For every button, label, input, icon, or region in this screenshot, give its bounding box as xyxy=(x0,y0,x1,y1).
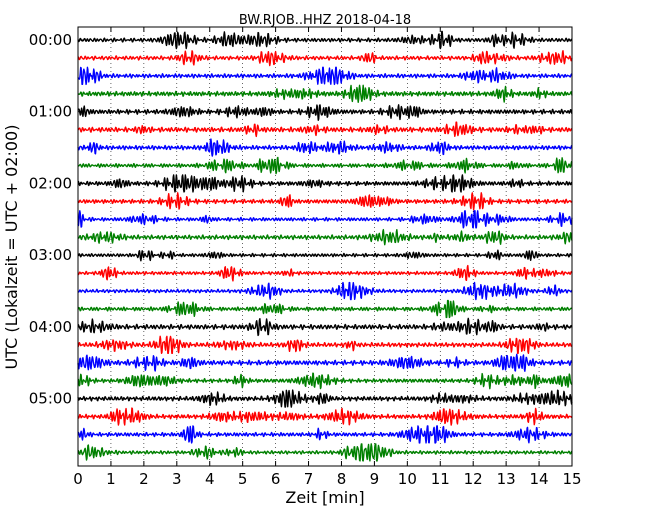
trace-3 xyxy=(77,84,573,103)
trace-11 xyxy=(77,228,573,246)
trace-21 xyxy=(77,407,573,426)
trace-1 xyxy=(77,50,573,67)
trace-7 xyxy=(77,156,573,175)
x-tick-label-3: 3 xyxy=(172,470,182,488)
y-tick-label-3: 03:00 xyxy=(29,246,72,264)
x-tick-label-6: 6 xyxy=(271,470,281,488)
x-tick-label-1: 1 xyxy=(106,470,116,488)
x-tick-label-4: 4 xyxy=(205,470,215,488)
x-axis-label: Zeit [min] xyxy=(285,488,364,507)
trace-2 xyxy=(77,66,573,86)
trace-12 xyxy=(77,249,573,262)
trace-9 xyxy=(77,192,573,211)
trace-16 xyxy=(77,317,573,337)
trace-23 xyxy=(77,443,573,462)
trace-8 xyxy=(77,174,573,193)
x-tick-label-2: 2 xyxy=(139,470,149,488)
trace-10 xyxy=(77,210,573,229)
x-tick-label-11: 11 xyxy=(431,470,450,488)
y-tick-label-5: 05:00 xyxy=(29,390,72,408)
trace-18 xyxy=(77,353,573,372)
trace-14 xyxy=(77,281,573,301)
x-tick-label-15: 15 xyxy=(562,470,581,488)
trace-22 xyxy=(77,425,573,444)
x-tick-label-5: 5 xyxy=(238,470,248,488)
x-tick-label-14: 14 xyxy=(530,470,549,488)
y-axis-label: UTC (Lokalzeit = UTC + 02:00) xyxy=(2,125,21,370)
plot-frame xyxy=(77,26,573,467)
trace-5 xyxy=(77,121,573,138)
trace-19 xyxy=(77,372,573,390)
x-tick-label-10: 10 xyxy=(398,470,417,488)
trace-13 xyxy=(77,264,573,282)
seismogram-traces xyxy=(77,30,573,462)
trace-17 xyxy=(77,335,573,355)
y-tick-label-1: 01:00 xyxy=(29,103,72,121)
chart-title: BW.RJOB..HHZ 2018-04-18 xyxy=(239,13,411,28)
x-tick-label-0: 0 xyxy=(73,470,83,488)
y-tick-label-2: 02:00 xyxy=(29,174,72,192)
x-axis-ticks: 0 1 2 3 4 5 6 7 8 9 10 11 12 13 14 15 xyxy=(73,27,582,488)
y-tick-label-4: 04:00 xyxy=(29,318,72,336)
trace-15 xyxy=(77,299,573,319)
trace-20 xyxy=(77,389,573,408)
trace-4 xyxy=(77,104,573,121)
x-tick-label-12: 12 xyxy=(464,470,483,488)
y-axis-ticks: 00:00 01:00 02:00 03:00 04:00 05:00 xyxy=(29,31,572,408)
x-tick-label-7: 7 xyxy=(304,470,314,488)
trace-0 xyxy=(77,30,573,50)
x-tick-label-9: 9 xyxy=(370,470,380,488)
trace-6 xyxy=(77,138,573,157)
x-tick-label-13: 13 xyxy=(497,470,516,488)
y-tick-label-0: 00:00 xyxy=(29,31,72,49)
x-tick-label-8: 8 xyxy=(337,470,347,488)
